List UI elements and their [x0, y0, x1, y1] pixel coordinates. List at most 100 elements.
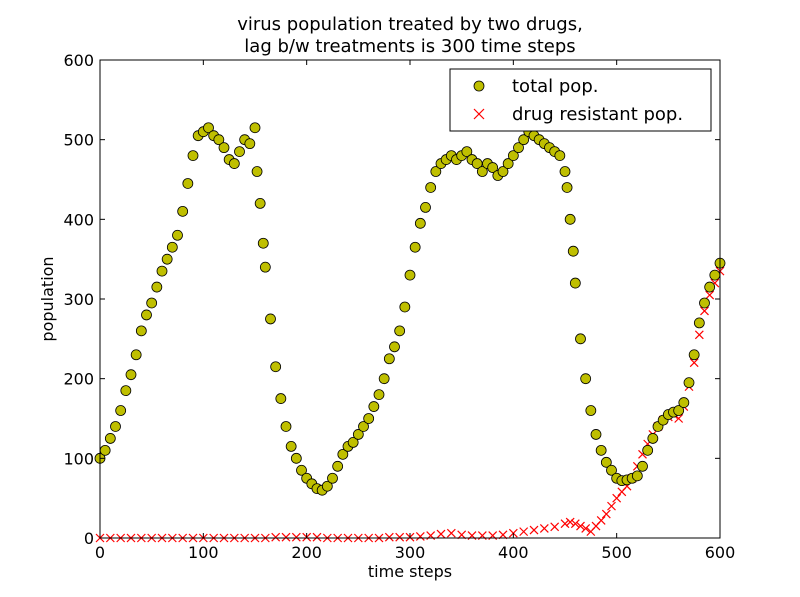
total-pop-point: [257, 237, 269, 249]
total-pop-point: [141, 309, 152, 321]
total-pop-point: [249, 122, 261, 134]
total-pop-point: [647, 433, 659, 444]
total-pop-point: [130, 349, 142, 361]
drug-resistant-pop-point: [457, 530, 467, 540]
drug-resistant-pop-point: [312, 532, 322, 542]
total-pop-point: [404, 269, 416, 281]
total-pop-point: [358, 421, 369, 432]
drug-resistant-pop-point: [539, 524, 549, 533]
total-pop-point: [172, 229, 183, 241]
total-pop-point: [567, 245, 579, 257]
total-pop-point: [265, 313, 276, 325]
drug-resistant-pop-point: [694, 330, 704, 340]
total-pop-point: [187, 150, 199, 162]
drug-resistant-pop-point: [576, 521, 585, 531]
total-pop-point: [585, 405, 597, 416]
total-pop-point: [606, 464, 617, 476]
y-tick-label: 200: [63, 370, 94, 389]
total-pop-point: [251, 166, 263, 177]
total-pop-point: [688, 349, 700, 361]
total-pop-point: [280, 421, 292, 432]
series-0: [94, 122, 726, 496]
total-pop-point: [704, 281, 716, 293]
drug-resistant-pop-point: [446, 528, 456, 538]
total-pop-point: [166, 241, 178, 253]
legend-marker-drug-resistant-pop: [473, 108, 485, 120]
drug-resistant-pop-point: [689, 358, 699, 368]
x-tick-label: 400: [498, 543, 529, 562]
total-pop-point: [561, 182, 573, 193]
y-tick-label: 600: [63, 51, 94, 70]
total-pop-point: [363, 413, 375, 424]
total-pop-point: [595, 444, 607, 456]
total-pop-point: [693, 317, 705, 329]
total-pop-point: [285, 440, 297, 452]
total-pop-point: [569, 277, 581, 289]
total-pop-point: [430, 166, 442, 177]
total-pop-point: [409, 241, 421, 253]
total-pop-point: [99, 444, 111, 456]
total-pop-point: [502, 158, 514, 169]
total-pop-point: [559, 166, 571, 177]
total-pop-point: [683, 377, 695, 389]
total-pop-point: [564, 213, 576, 225]
drug-resistant-pop-point: [415, 531, 425, 541]
total-pop-point: [125, 369, 137, 381]
drug-resistant-pop-point: [612, 493, 622, 503]
total-pop-point: [146, 297, 158, 309]
drug-resistant-pop-point: [705, 290, 715, 300]
total-pop-point: [177, 205, 189, 217]
total-pop-point: [337, 448, 349, 460]
total-pop-point: [590, 429, 602, 440]
drug-resistant-pop-point: [607, 501, 616, 511]
drug-resistant-pop-point: [498, 530, 508, 540]
total-pop-point: [115, 405, 127, 416]
total-pop-point: [580, 373, 592, 385]
x-tick-label: 500: [601, 543, 632, 562]
total-pop-point: [414, 217, 426, 229]
total-pop-point: [218, 142, 230, 154]
total-pop-point: [513, 142, 524, 154]
y-tick-label: 400: [63, 210, 94, 229]
drug-resistant-pop-point: [596, 516, 606, 525]
total-pop-point: [135, 325, 147, 337]
drug-resistant-pop-point: [384, 532, 394, 542]
total-pop-point: [575, 333, 586, 345]
chart-subtitle: lag b/w treatments is 300 time steps: [244, 36, 575, 57]
total-pop-point: [461, 146, 473, 158]
total-pop-point: [161, 253, 173, 265]
total-pop-point: [389, 341, 400, 353]
axis-ticks: 0 100 200 300 400 500 600 0 100 200 300 400 500 600: [63, 51, 735, 562]
x-tick-label: 0: [95, 543, 105, 562]
drug-resistant-pop-point: [565, 517, 575, 527]
total-pop-point: [373, 389, 385, 401]
total-pop-point: [290, 452, 302, 464]
y-tick-label: 500: [63, 131, 94, 150]
drug-resistant-pop-point: [519, 527, 529, 537]
total-pop-point: [507, 150, 519, 162]
drug-resistant-pop-point: [560, 519, 570, 529]
total-pop-point: [228, 158, 240, 169]
chart-title: virus population treated by two drugs,: [237, 14, 583, 35]
drug-resistant-pop-point: [570, 519, 580, 529]
drug-resistant-pop-point: [529, 525, 539, 535]
total-pop-point: [709, 269, 721, 281]
legend-label-drug-resistant-pop: drug resistant pop.: [512, 104, 683, 125]
x-tick-label: 200: [291, 543, 322, 562]
total-pop-point: [120, 385, 132, 397]
total-pop-point: [699, 297, 710, 309]
total-pop-point: [104, 433, 116, 444]
total-pop-point: [156, 265, 168, 277]
y-tick-label: 0: [84, 529, 94, 548]
legend-marker-total-pop: [473, 80, 485, 92]
total-pop-point: [637, 460, 648, 472]
total-pop-point: [554, 150, 566, 162]
total-pop-point: [399, 301, 411, 313]
total-pop-point: [394, 325, 406, 337]
total-pop-point: [347, 436, 359, 448]
total-pop-point: [631, 470, 643, 482]
total-pop-point: [332, 460, 344, 472]
drug-resistant-pop-point: [581, 524, 591, 533]
total-pop-point: [518, 134, 530, 146]
